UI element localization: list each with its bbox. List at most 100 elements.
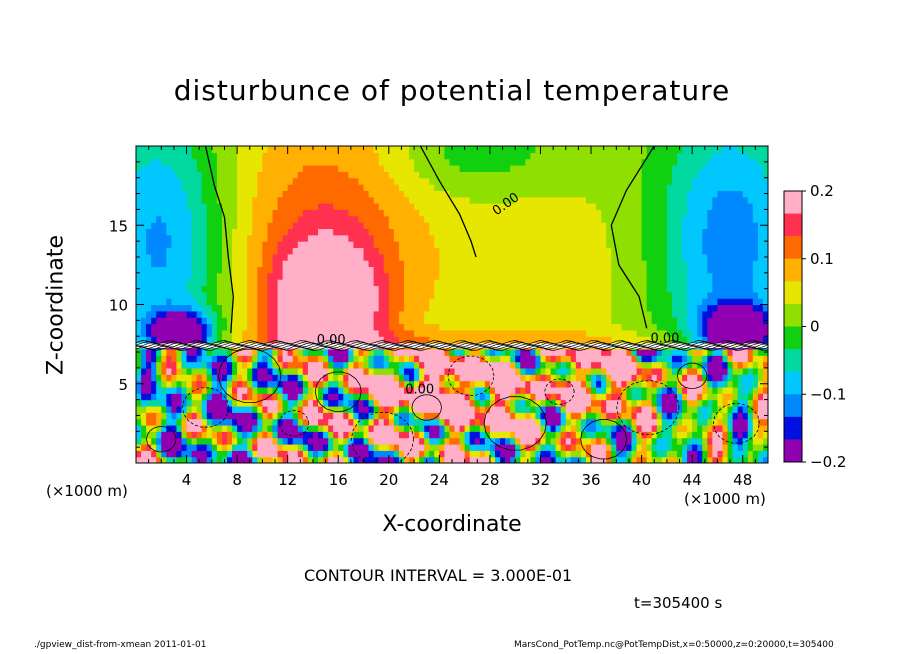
field-cell <box>434 393 440 401</box>
field-cell <box>196 215 203 223</box>
field-cell <box>257 418 263 426</box>
field-cell <box>237 228 243 236</box>
field-cell <box>358 241 365 249</box>
field-cell <box>419 418 425 426</box>
field-cell <box>196 260 203 268</box>
field-cell <box>429 272 435 280</box>
field-cell <box>141 418 147 426</box>
field-cell <box>464 260 471 268</box>
field-cell <box>525 437 531 445</box>
field-cell <box>611 412 617 420</box>
field-cell <box>272 291 279 299</box>
field-cell <box>388 367 395 375</box>
field-cell <box>575 399 582 407</box>
field-cell <box>378 298 385 306</box>
field-cell <box>358 367 365 375</box>
field-cell <box>424 418 430 426</box>
field-cell <box>156 222 162 230</box>
field-cell <box>368 146 375 153</box>
field-cell <box>626 304 633 312</box>
field-cell <box>363 215 370 223</box>
field-cell <box>479 374 486 382</box>
field-cell <box>565 431 572 439</box>
field-cell <box>444 298 451 306</box>
field-cell <box>474 431 481 439</box>
field-cell <box>136 367 142 375</box>
field-cell <box>409 329 415 337</box>
field-cell <box>434 279 440 287</box>
field-cell <box>419 443 425 451</box>
field-cell <box>242 367 248 375</box>
field-cell <box>459 374 466 382</box>
field-cell <box>560 456 567 463</box>
field-cell <box>601 329 607 337</box>
field-cell <box>348 241 355 249</box>
field-cell <box>242 253 248 261</box>
field-cell <box>186 310 193 318</box>
field-cell <box>191 234 198 242</box>
field-cell <box>560 253 567 261</box>
field-cell <box>616 418 622 426</box>
field-cell <box>191 361 198 369</box>
field-cell <box>191 196 198 204</box>
field-cell <box>626 437 633 445</box>
field-cell <box>626 431 633 439</box>
field-cell <box>257 279 263 287</box>
field-cell <box>469 399 476 407</box>
field-cell <box>242 203 248 210</box>
field-cell <box>181 285 188 293</box>
field-cell <box>211 171 218 179</box>
field-cell <box>459 298 466 306</box>
field-cell <box>166 393 172 401</box>
field-cell <box>161 323 167 331</box>
field-cell <box>161 272 167 280</box>
field-cell <box>328 412 334 420</box>
field-cell <box>358 152 365 160</box>
field-cell <box>292 158 299 166</box>
field-cell <box>545 291 552 299</box>
field-cell <box>611 279 617 287</box>
field-cell <box>636 355 643 363</box>
field-cell <box>242 450 248 458</box>
field-cell <box>530 367 537 375</box>
field-cell <box>191 336 198 344</box>
field-cell <box>338 196 344 204</box>
field-cell <box>469 298 476 306</box>
field-cell <box>464 285 471 293</box>
field-cell <box>353 355 360 363</box>
field-cell <box>353 247 360 255</box>
field-cell <box>403 310 410 318</box>
field-cell <box>318 253 324 261</box>
field-cell <box>196 304 203 312</box>
field-cell <box>368 190 375 198</box>
field-cell <box>403 380 410 388</box>
field-cell <box>510 171 516 179</box>
field-cell <box>525 203 531 210</box>
field-cell <box>454 336 461 344</box>
field-cell <box>525 279 531 287</box>
field-cell <box>161 374 167 382</box>
field-cell <box>550 323 557 331</box>
field-cell <box>368 266 375 274</box>
field-cell <box>520 348 526 356</box>
field-cell <box>388 222 395 230</box>
field-cell <box>631 165 638 172</box>
field-cell <box>343 253 349 261</box>
field-cell <box>358 234 365 242</box>
field-cell <box>429 399 435 407</box>
field-cell <box>454 393 461 401</box>
field-cell <box>575 380 582 388</box>
field-cell <box>621 266 628 274</box>
field-cell <box>227 241 233 249</box>
field-cell <box>484 291 491 299</box>
field-cell <box>151 272 157 280</box>
field-cell <box>631 196 638 204</box>
field-cell <box>206 456 213 463</box>
field-cell <box>191 165 198 172</box>
field-cell <box>459 310 466 318</box>
field-cell <box>227 260 233 268</box>
field-cell <box>611 285 617 293</box>
field-cell <box>439 146 446 153</box>
field-cell <box>136 336 142 344</box>
field-cell <box>565 298 572 306</box>
